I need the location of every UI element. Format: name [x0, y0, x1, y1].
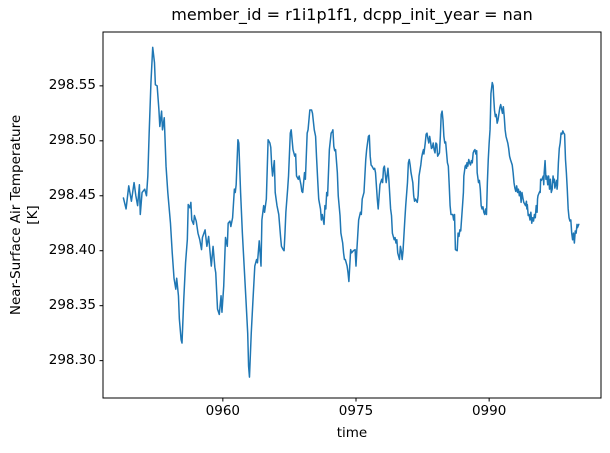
y-tick-label: 298.50	[48, 132, 96, 149]
x-tick-label: 0975	[338, 403, 374, 419]
y-tick-label: 298.35	[48, 297, 96, 314]
x-tick-label: 0990	[471, 403, 507, 419]
chart-title: member_id = r1i1p1f1, dcpp_init_year = n…	[171, 5, 533, 24]
y-tick-label: 298.40	[48, 242, 96, 259]
y-tick-label: 298.30	[48, 352, 96, 369]
x-tick-label: 0960	[205, 403, 241, 419]
data-line	[122, 46, 580, 378]
y-tick-label: 298.55	[48, 77, 96, 94]
x-axis-label: time	[336, 425, 368, 441]
axes-spines	[102, 31, 602, 399]
y-tick-label: 298.45	[48, 187, 96, 204]
